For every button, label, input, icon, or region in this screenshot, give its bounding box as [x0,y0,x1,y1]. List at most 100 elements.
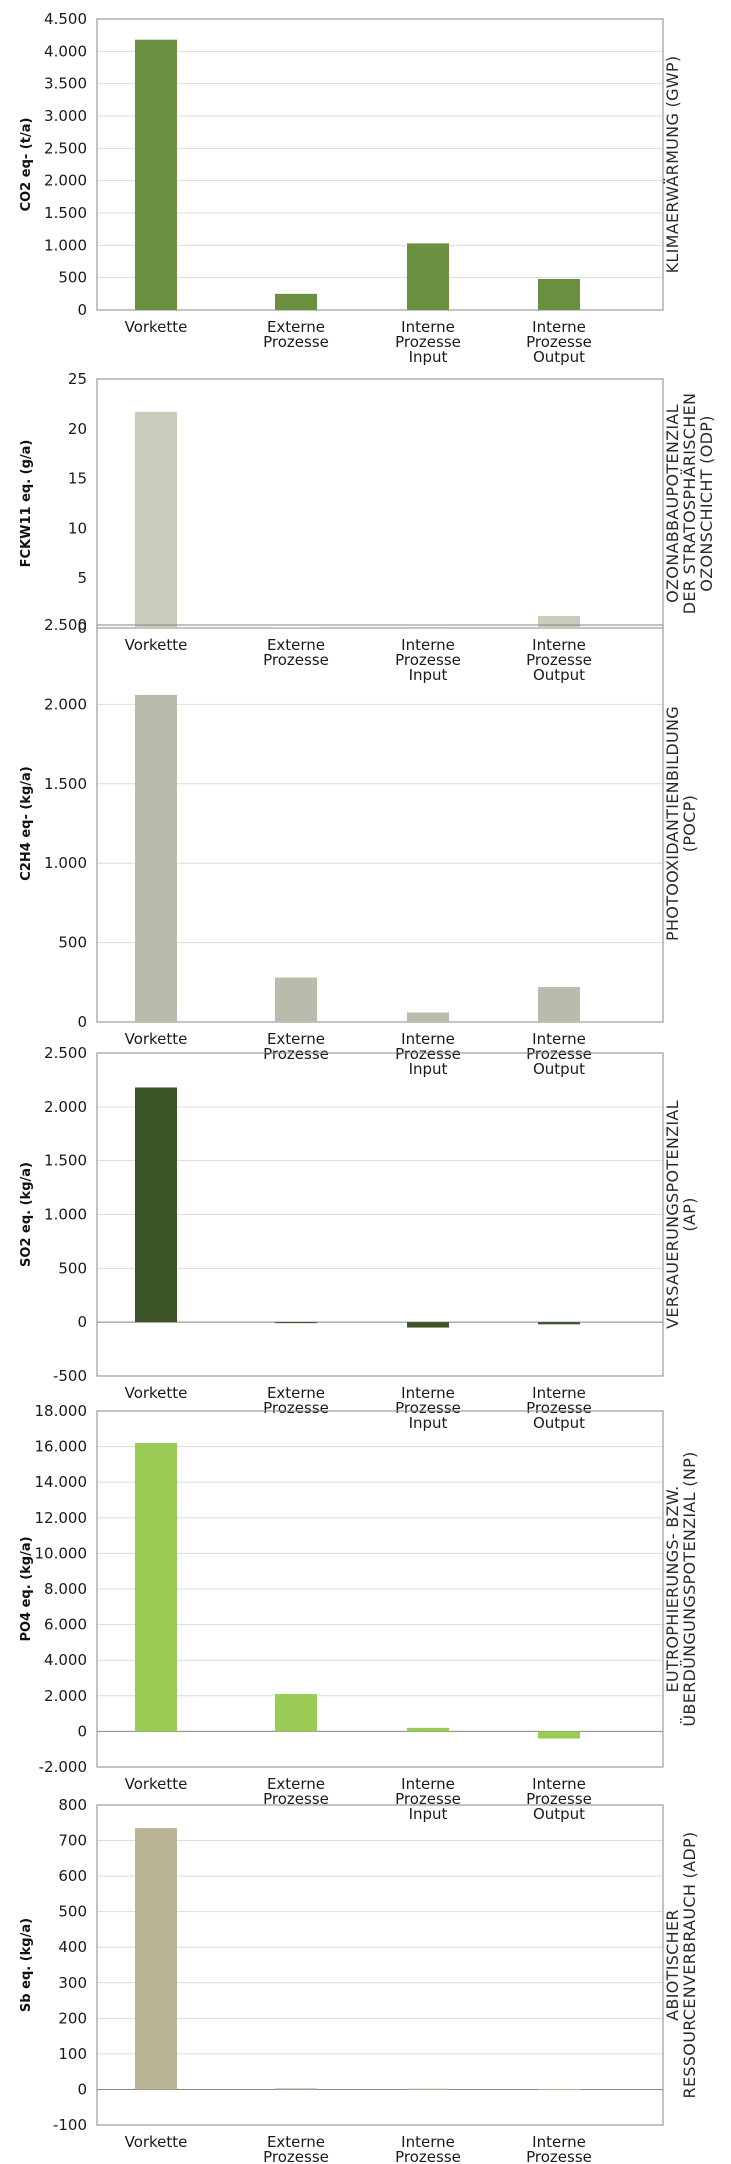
y-tick-label: 700 [58,1832,87,1850]
y-tick-label: 0 [77,1313,87,1331]
y-tick-label: 1.000 [44,1206,87,1224]
bar [538,1322,580,1325]
chart-panel-1: 0 500 1.000 1.500 2.000 2.500 3.000 3.500 4.000 4… [19,10,682,366]
y-tick-label: -100 [53,2116,87,2134]
category-label-line: Interne [532,1030,586,1048]
y-tick-label: 0 [77,1722,87,1740]
category-label: Vorkette [125,318,188,336]
category-label: Externe Prozesse [263,1775,329,1808]
y-tick-label: 2.000 [44,1687,87,1705]
y-tick-label: 5 [77,569,87,587]
plot-frame [96,1410,664,1768]
category-label: Vorkette [125,636,188,654]
y-tick-label: -2.000 [39,1758,87,1776]
y-tick-label: 2.500 [44,1044,87,1062]
category-label-line: Input [409,1805,448,1823]
plot-frame [96,378,664,629]
chart-panel-5: -2.000 0 2.000 4.000 6.000 8.000 10.000 12.000 1… [19,1402,699,1823]
category-label-line: Prozesse [395,333,461,351]
y-tick-label: 2.500 [44,616,87,634]
impact-category-label: OZONABBAUPOTENZIALDER STRATOSPHÄRISCHENO… [663,393,716,614]
chart-panel-4: -500 0 500 1.000 1.500 2.000 2.500 Vorkette Exte… [19,1044,699,1432]
category-label-line: Prozesse [395,2148,461,2164]
category-label-line: Prozesse [263,1045,329,1063]
plot-frame [96,1804,664,2126]
category-label-line: Externe [267,636,325,654]
category-label-line: Externe [267,1775,325,1793]
category-label: Vorkette [125,1384,188,1402]
category-label-line: Prozesse [526,1399,592,1417]
y-tick-label: 3.000 [44,107,87,125]
category-label-line: Input [409,1060,448,1078]
y-tick-label: 10 [68,519,87,537]
category-label-line: Input [409,666,448,684]
y-tick-label: 15 [68,470,87,488]
bar [275,977,317,1022]
category-label-line: Output [533,1414,585,1432]
category-label-line: Interne [401,1384,455,1402]
bar [538,987,580,1022]
y-tick-label: 0 [77,301,87,319]
category-label-line: Prozesse [263,333,329,351]
y-tick-label: 2.000 [44,1098,87,1116]
category-label-line: Interne [401,318,455,336]
bar [407,2088,449,2090]
category-label-line: Prozesse [395,1399,461,1417]
y-tick-label: 500 [58,269,87,287]
y-axis-title: PO4 eq. (kg/a) [19,1536,34,1641]
plot-frame [96,624,664,1023]
impact-category-label: VERSAUERUNGSPOTENZIAL(AP) [663,1100,699,1329]
bar [407,1322,449,1328]
bar [538,1731,580,1739]
bar [538,2089,580,2091]
bar [135,1443,177,1732]
impact-category-label-line: (AP) [680,1197,699,1231]
y-tick-label: 18.000 [35,1402,88,1420]
bar [135,39,177,311]
category-label-line: Output [533,1805,585,1823]
y-tick-label: 12.000 [35,1509,88,1527]
y-tick-label: 800 [58,1796,87,1814]
impact-category-label-line: VERSAUERUNGSPOTENZIAL [663,1100,682,1329]
y-tick-label: -500 [53,1367,87,1385]
category-label: Vorkette [125,1030,188,1048]
category-label-line: Prozesse [526,333,592,351]
category-label-line: Prozesse [263,1399,329,1417]
category-label-line: Vorkette [125,1030,188,1048]
impact-category-label-line: OZONABBAUPOTENZIAL [663,404,682,603]
impact-category-label: EUTROPHIERUNGS- BZW.ÜBERDÜNGUNGSPOTENZIA… [663,1451,699,1726]
category-label-line: Interne [401,2133,455,2151]
bar [275,1322,317,1324]
category-label: Externe Prozesse [263,636,329,669]
category-label-line: Interne [532,1384,586,1402]
y-axis-title: Sb eq. (kg/a) [19,1918,34,2012]
y-tick-label: 16.000 [35,1438,88,1456]
bar [275,1694,317,1732]
y-tick-label: 300 [58,1974,87,1992]
category-label-line: Externe [267,318,325,336]
y-tick-label: 6.000 [44,1616,87,1634]
y-tick-label: 20 [68,420,87,438]
impact-category-label: ABIOTISCHERRESSOURCENVERBRAUCH (ADP) [663,1832,699,2099]
y-tick-label: 500 [58,1903,87,1921]
category-label-line: Prozesse [395,651,461,669]
y-tick-label: 10.000 [35,1544,88,1562]
y-tick-label: 1.000 [44,854,87,872]
bar [275,2088,317,2090]
y-tick-label: 3.500 [44,75,87,93]
impact-category-label-line: PHOTOOXIDANTIENBILDUNG [663,706,682,941]
y-axis-title: C2H4 eq- (kg/a) [19,766,34,880]
category-label-line: Prozesse [526,1790,592,1808]
impact-category-label: KLIMAERWÄRMUNG (GWP) [663,56,682,274]
plot-frame [96,1052,664,1377]
category-label-line: Interne [532,1775,586,1793]
